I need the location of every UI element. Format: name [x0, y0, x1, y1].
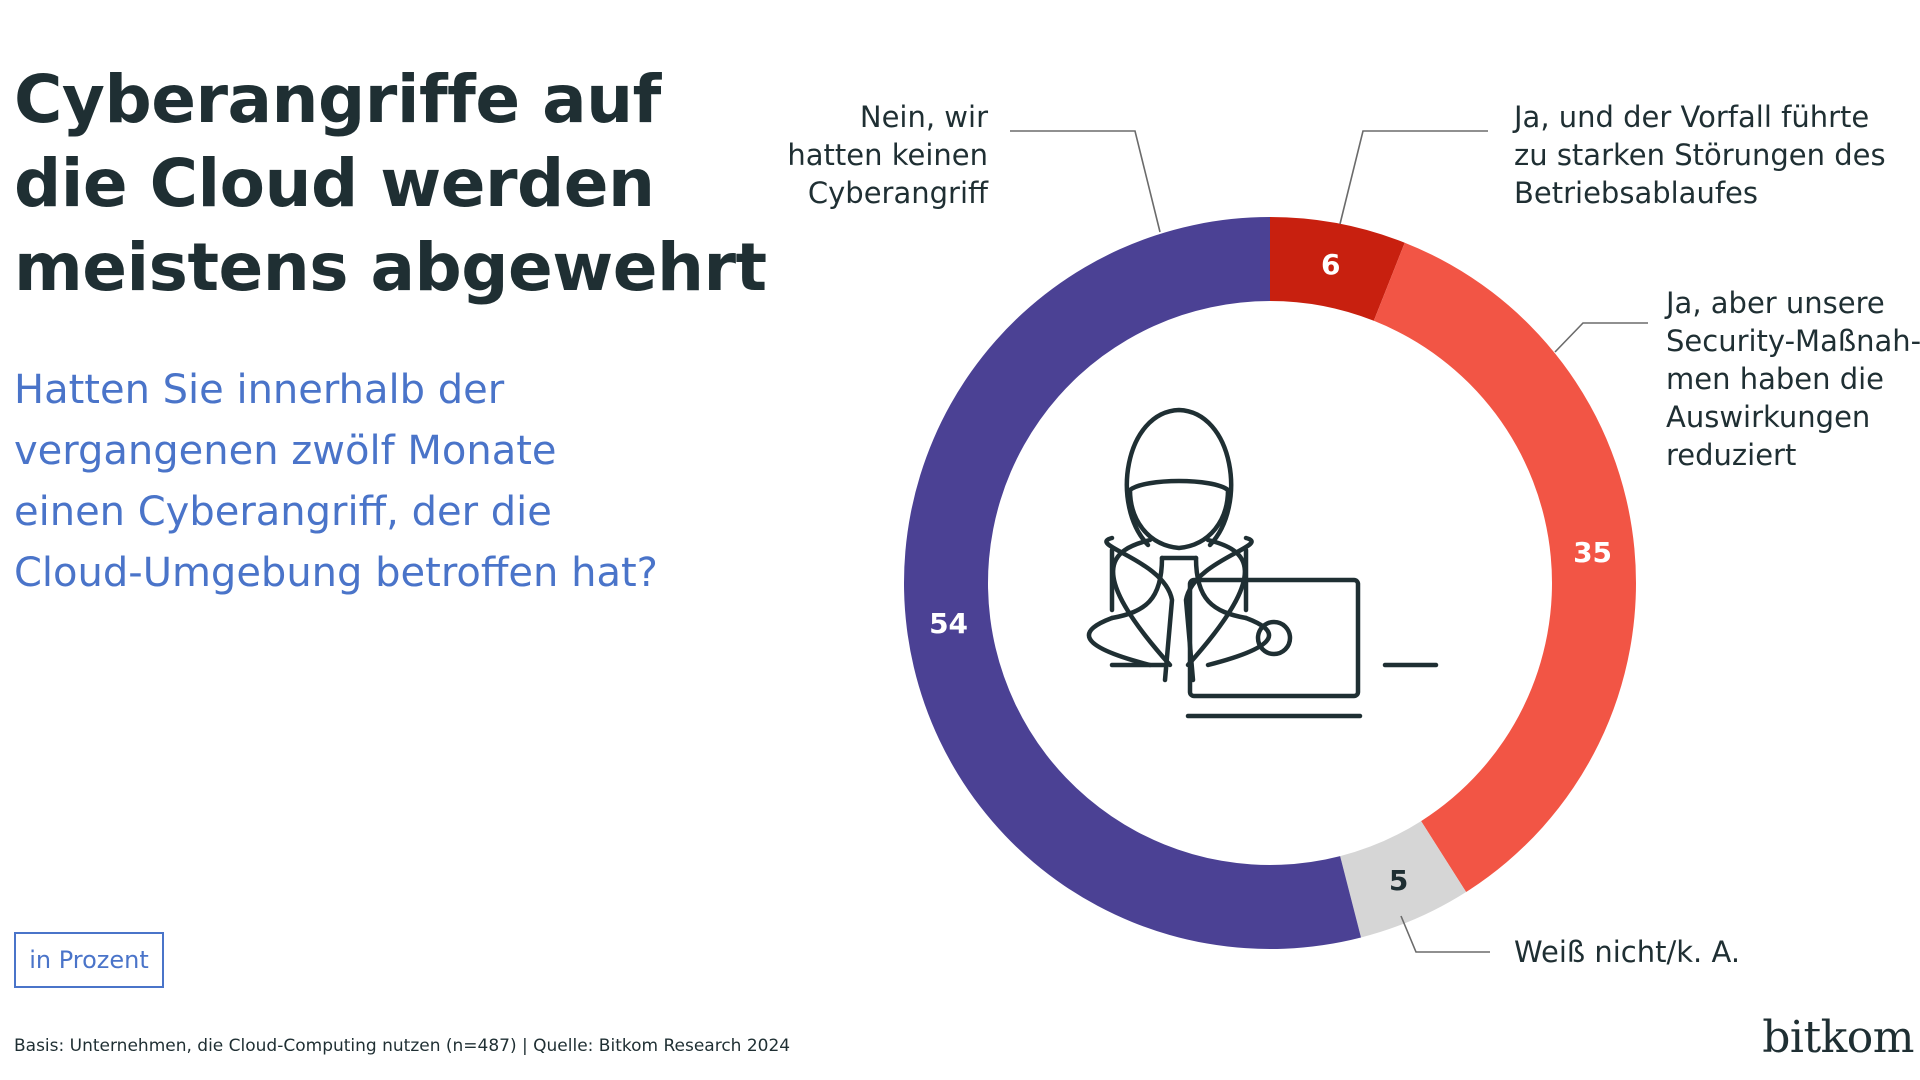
slice-value-label: 6	[1321, 248, 1340, 281]
slice-label-mitigated: Ja, aber unsere Security-Maßnah- men hab…	[1666, 284, 1920, 474]
question-line: Cloud-Umgebung betroffen hat?	[14, 550, 658, 596]
slice-label-line: Weiß nicht/k. A.	[1514, 935, 1741, 969]
question-line: einen Cyberangriff, der die	[14, 489, 552, 535]
chart-title: Cyberangriffe auf die Cloud werden meist…	[14, 58, 767, 310]
slice-label-line: men haben die	[1666, 362, 1884, 396]
question-line: Hatten Sie innerhalb der	[14, 367, 505, 413]
title-line: meistens abgewehrt	[14, 229, 767, 306]
slice-label-line: Cyberangriff	[807, 176, 988, 210]
question-line: vergangenen zwölf Monate	[14, 428, 557, 474]
bitkom-logo: bitkom	[1762, 1012, 1914, 1063]
slice-label-line: zu starken Störungen des	[1514, 138, 1886, 172]
slice-label-line: Nein, wir	[859, 100, 988, 134]
donut-slice-unknown	[1340, 821, 1467, 938]
donut-slice-no-attack	[903, 217, 1362, 950]
slice-value-label: 5	[1389, 864, 1408, 897]
unit-label: in Prozent	[14, 932, 164, 988]
source-footnote: Basis: Unternehmen, die Cloud-Computing …	[14, 1036, 791, 1056]
slice-label-line: Betriebsablaufes	[1514, 176, 1758, 210]
leader-line-severe-disruption	[1339, 130, 1488, 225]
slice-label-no-attack: Nein, wir hatten keinen Cyberangriff	[787, 98, 988, 212]
title-line: Cyberangriffe auf	[14, 61, 661, 138]
slice-label-severe-disruption: Ja, und der Vorfall führte zu starken St…	[1514, 98, 1886, 212]
slice-label-line: Ja, und der Vorfall führte	[1514, 100, 1870, 134]
slice-label-line: reduziert	[1666, 438, 1797, 472]
slice-label-line: Security-Maßnah-	[1666, 324, 1920, 358]
slice-label-unknown: Weiß nicht/k. A.	[1514, 933, 1740, 971]
title-line: die Cloud werden	[14, 145, 655, 222]
donut-slice-severe-disruption	[1270, 217, 1405, 321]
slice-value-label: 35	[1573, 536, 1612, 569]
survey-question: Hatten Sie innerhalb der vergangenen zwö…	[14, 360, 734, 604]
slice-label-line: Auswirkungen	[1666, 400, 1871, 434]
leader-line-no-attack	[1010, 130, 1161, 233]
hacker-with-laptop-icon	[1086, 407, 1439, 719]
donut-slice-mitigated	[1373, 242, 1636, 893]
leader-line-mitigated	[1554, 322, 1648, 353]
leader-line-unknown	[1400, 915, 1490, 953]
slice-value-label: 54	[929, 607, 968, 640]
slice-label-line: Ja, aber unsere	[1666, 286, 1885, 320]
slice-label-line: hatten keinen	[787, 138, 988, 172]
